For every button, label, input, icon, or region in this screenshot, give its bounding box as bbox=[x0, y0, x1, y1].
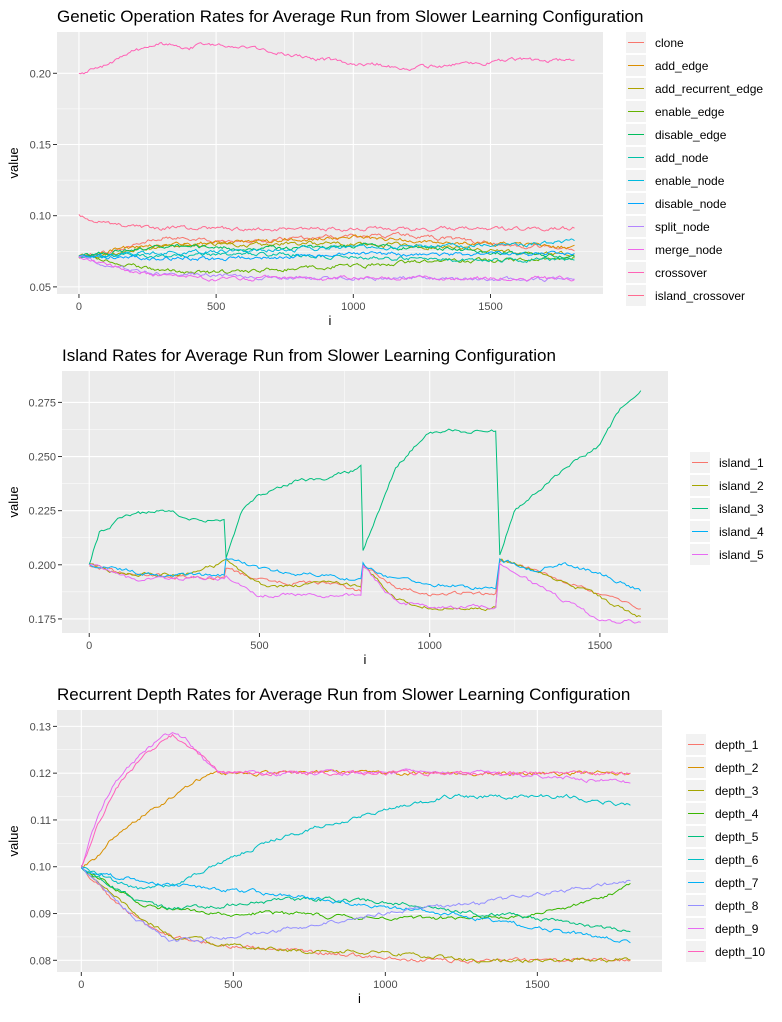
series-line-island_3 bbox=[88, 390, 642, 565]
x-tick-label: 1000 bbox=[417, 640, 441, 652]
plot-panel bbox=[62, 371, 668, 633]
series-line-enable_node bbox=[78, 238, 575, 259]
y-tick-label: 0.275 bbox=[28, 397, 56, 409]
series-line-crossover bbox=[78, 41, 575, 75]
legend-label: island_4 bbox=[719, 525, 764, 539]
y-axis-title: value bbox=[6, 825, 21, 856]
x-tick-label: 0 bbox=[78, 979, 84, 991]
y-tick-label: 0.20 bbox=[30, 68, 51, 80]
x-tick-label: 0 bbox=[86, 640, 92, 652]
series-lines bbox=[80, 732, 631, 964]
chart-title: Genetic Operation Rates for Average Run … bbox=[57, 7, 644, 26]
y-tick-label: 0.05 bbox=[30, 282, 51, 294]
x-tick-label: 1500 bbox=[478, 301, 502, 313]
legend-box bbox=[624, 30, 758, 310]
legend-label: depth_6 bbox=[715, 853, 759, 867]
x-axis-title: i bbox=[329, 313, 332, 328]
legend-label: depth_10 bbox=[715, 945, 765, 959]
y-axis-title: value bbox=[6, 147, 21, 178]
y-tick-label: 0.175 bbox=[28, 614, 56, 626]
series-line-depth_10 bbox=[80, 733, 631, 868]
x-axis-title: i bbox=[364, 652, 367, 667]
series-line-island_5 bbox=[89, 562, 641, 624]
chart-recurrent-depth-rates: Recurrent Depth Rates for Average Run fr… bbox=[6, 685, 766, 1006]
legend-label: enable_edge bbox=[655, 105, 725, 119]
legend-label: depth_8 bbox=[715, 899, 759, 913]
legend-label: depth_5 bbox=[715, 830, 759, 844]
legend-label: enable_node bbox=[655, 174, 725, 188]
y-tick-label: 0.200 bbox=[28, 560, 56, 572]
y-tick-label: 0.225 bbox=[28, 506, 56, 518]
legend-label: disable_edge bbox=[655, 128, 727, 142]
y-tick-label: 0.250 bbox=[28, 452, 56, 464]
x-tick-label: 500 bbox=[207, 301, 225, 313]
series-line-depth_9 bbox=[80, 732, 631, 868]
legend-label: island_crossover bbox=[655, 289, 745, 303]
chart-title: Recurrent Depth Rates for Average Run fr… bbox=[57, 685, 630, 704]
legend-label: disable_node bbox=[655, 197, 727, 211]
plot-panel bbox=[57, 32, 603, 294]
y-tick-label: 0.09 bbox=[30, 909, 51, 921]
x-tick-label: 1500 bbox=[525, 979, 549, 991]
y-tick-label: 0.15 bbox=[30, 139, 51, 151]
series-line-disable_node bbox=[78, 250, 575, 262]
legend-label: depth_3 bbox=[715, 784, 759, 798]
y-tick-label: 0.12 bbox=[30, 768, 51, 780]
x-tick-label: 0 bbox=[76, 301, 82, 313]
series-line-island_4 bbox=[88, 557, 642, 592]
legend-label: island_3 bbox=[719, 502, 764, 516]
legend-label: depth_9 bbox=[715, 922, 759, 936]
legend-label: island_1 bbox=[719, 456, 764, 470]
series-line-disable_edge bbox=[78, 242, 575, 259]
legend-label: island_2 bbox=[719, 479, 764, 493]
chart-genetic-operation-rates: Genetic Operation Rates for Average Run … bbox=[6, 7, 763, 328]
x-axis-title: i bbox=[358, 991, 361, 1006]
y-tick-label: 0.10 bbox=[30, 211, 51, 223]
series-line-island_crossover bbox=[78, 214, 575, 232]
series-line-depth_8 bbox=[80, 866, 631, 943]
series-line-add_node bbox=[78, 251, 575, 264]
series-line-add_recurrent_edge bbox=[78, 240, 575, 259]
y-tick-label: 0.08 bbox=[30, 955, 51, 967]
legend-label: split_node bbox=[655, 220, 710, 234]
legend-label: add_node bbox=[655, 151, 709, 165]
x-tick-label: 1500 bbox=[588, 640, 612, 652]
series-line-depth_5 bbox=[80, 867, 631, 933]
x-tick-label: 1000 bbox=[373, 979, 397, 991]
legend-label: depth_2 bbox=[715, 761, 759, 775]
y-tick-label: 0.10 bbox=[30, 862, 51, 874]
y-tick-label: 0.11 bbox=[30, 815, 51, 827]
legend-label: depth_1 bbox=[715, 738, 759, 752]
series-lines bbox=[88, 390, 642, 624]
chart-title: Island Rates for Average Run from Slower… bbox=[62, 346, 556, 365]
x-tick-label: 500 bbox=[250, 640, 268, 652]
legend-label: crossover bbox=[655, 266, 707, 280]
legend-label: depth_7 bbox=[715, 876, 759, 890]
chart-island-rates: Island Rates for Average Run from Slower… bbox=[6, 346, 770, 667]
series-line-depth_6 bbox=[80, 793, 631, 890]
series-line-add_edge bbox=[78, 234, 575, 258]
series-line-depth_7 bbox=[80, 867, 631, 944]
series-line-depth_3 bbox=[80, 867, 631, 964]
series-line-merge_node bbox=[78, 256, 575, 282]
series-line-enable_edge bbox=[78, 255, 575, 275]
y-tick-label: 0.13 bbox=[30, 721, 51, 733]
series-lines bbox=[78, 41, 575, 283]
plot-panel bbox=[57, 710, 662, 972]
legend-label: island_5 bbox=[719, 548, 764, 562]
legend-label: add_recurrent_edge bbox=[655, 82, 763, 96]
x-tick-label: 1000 bbox=[341, 301, 365, 313]
legend-label: clone bbox=[655, 36, 684, 50]
y-axis-title: value bbox=[6, 486, 21, 517]
legend-label: add_edge bbox=[655, 59, 709, 73]
legend-label: merge_node bbox=[655, 243, 723, 257]
x-tick-label: 500 bbox=[224, 979, 242, 991]
legend-label: depth_4 bbox=[715, 807, 759, 821]
